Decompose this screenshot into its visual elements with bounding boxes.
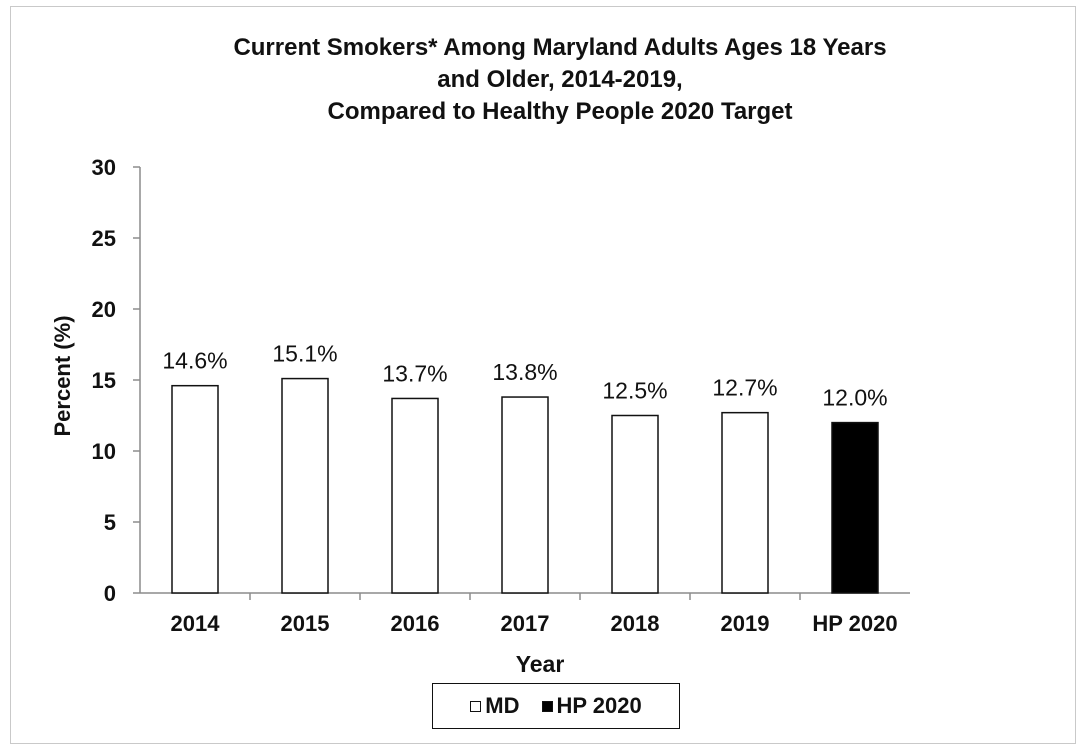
title-line-1: Current Smokers* Among Maryland Adults A… <box>233 34 887 61</box>
legend-label-hp2020: HP 2020 <box>556 693 642 718</box>
legend-swatch-hp2020 <box>541 700 553 712</box>
x-tick-label: 2019 <box>721 611 770 636</box>
y-tick-label: 20 <box>92 297 116 322</box>
y-tick-label: 30 <box>92 155 116 180</box>
legend-label-md: MD <box>485 693 520 718</box>
bar-hp-2020 <box>831 421 879 594</box>
bar-2019 <box>721 411 769 594</box>
title-line-3: Compared to Healthy People 2020 Target <box>327 98 793 125</box>
data-label: 14.6% <box>162 348 227 374</box>
bar-2016 <box>391 397 439 594</box>
y-tick-label: 15 <box>92 368 116 393</box>
chart-legend: MD HP 2020 <box>432 683 680 729</box>
x-axis-title: Year <box>516 651 565 677</box>
y-tick-label: 0 <box>104 581 116 606</box>
data-label: 12.5% <box>602 378 667 404</box>
x-tick-label: 2017 <box>501 611 550 636</box>
chart-title: Current Smokers* Among Maryland Adults A… <box>0 32 1088 128</box>
bar-2017 <box>501 396 549 594</box>
bar-2015 <box>281 377 329 594</box>
x-tick-label: 2018 <box>611 611 660 636</box>
data-label: 15.1% <box>272 341 337 367</box>
title-line-2: and Older, 2014-2019, <box>437 66 683 93</box>
legend-item-md: MD <box>470 693 520 719</box>
data-label: 12.0% <box>822 385 887 411</box>
data-label: 13.8% <box>492 359 557 385</box>
data-label: 12.7% <box>712 375 777 401</box>
x-tick-label: 2014 <box>171 611 221 636</box>
y-tick-label: 25 <box>92 226 116 251</box>
x-tick-label: 2015 <box>281 611 330 636</box>
bar-2014 <box>171 384 219 594</box>
data-label: 13.7% <box>382 360 447 386</box>
legend-item-hp2020: HP 2020 <box>541 693 642 719</box>
y-tick-label: 10 <box>92 439 116 464</box>
bar-2018 <box>611 414 659 594</box>
y-axis-title: Percent (%) <box>50 315 75 436</box>
chart-frame <box>10 6 1076 744</box>
legend-swatch-md <box>470 700 482 712</box>
x-tick-label: HP 2020 <box>812 611 897 636</box>
x-tick-label: 2016 <box>391 611 440 636</box>
y-tick-label: 5 <box>104 510 116 535</box>
